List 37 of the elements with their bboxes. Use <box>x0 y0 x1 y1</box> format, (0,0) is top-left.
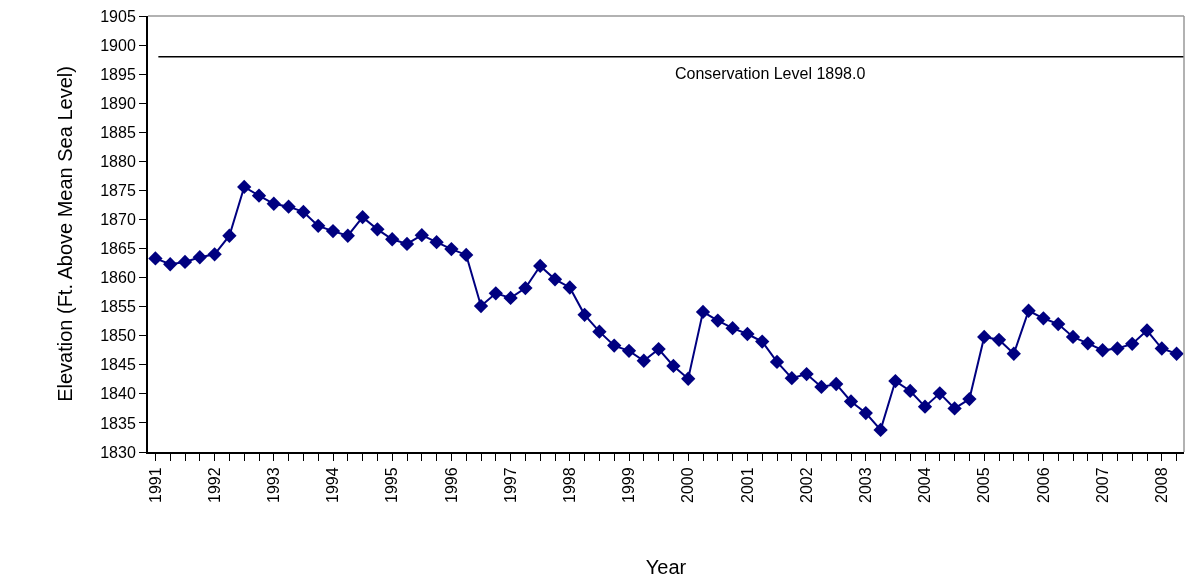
x-tick-label: 1996 <box>442 467 460 503</box>
y-tick-label: 1895 <box>100 65 136 83</box>
x-tick-label: 2000 <box>679 467 697 503</box>
x-tick-label: 1998 <box>561 467 578 503</box>
x-tick-label: 2001 <box>738 467 756 503</box>
x-tick-label: 2003 <box>857 467 874 503</box>
x-tick-label: 1993 <box>265 467 282 503</box>
ref-line-label: Conservation Level 1898.0 <box>675 65 866 82</box>
y-tick-label: 1830 <box>100 443 136 461</box>
x-tick-label: 2004 <box>916 467 934 503</box>
y-tick-label: 1880 <box>100 152 136 170</box>
y-axis-title: Elevation (Ft. Above Mean Sea Level) <box>54 66 77 402</box>
y-tick-label: 1845 <box>100 356 136 374</box>
y-tick-label: 1840 <box>100 385 136 403</box>
x-tick-label: 1995 <box>383 467 401 503</box>
x-tick-label: 1999 <box>620 467 638 503</box>
y-tick-label: 1850 <box>100 327 136 345</box>
y-tick-label: 1875 <box>100 182 136 199</box>
y-tick-label: 1855 <box>100 298 136 316</box>
y-tick-label: 1890 <box>100 94 136 112</box>
x-tick-label: 2007 <box>1093 467 1111 503</box>
y-tick-label: 1860 <box>100 269 136 287</box>
x-tick-label: 2006 <box>1034 467 1052 503</box>
y-tick-label: 1885 <box>100 123 136 141</box>
x-tick-label: 1991 <box>146 467 164 503</box>
x-tick-label: 2002 <box>797 467 815 503</box>
y-tick-label: 1870 <box>100 211 136 229</box>
y-tick-label: 1905 <box>100 7 136 25</box>
x-tick-label: 1994 <box>324 467 342 503</box>
y-tick-label: 1835 <box>100 414 136 432</box>
x-axis-title: Year <box>645 555 687 578</box>
y-tick-label: 1865 <box>100 240 136 258</box>
y-tick-label: 1900 <box>100 36 136 54</box>
x-tick-label: 1997 <box>501 467 519 503</box>
x-tick-label: 2005 <box>975 467 993 503</box>
x-tick-label: 1992 <box>205 467 223 503</box>
x-tick-label: 2008 <box>1153 467 1170 503</box>
